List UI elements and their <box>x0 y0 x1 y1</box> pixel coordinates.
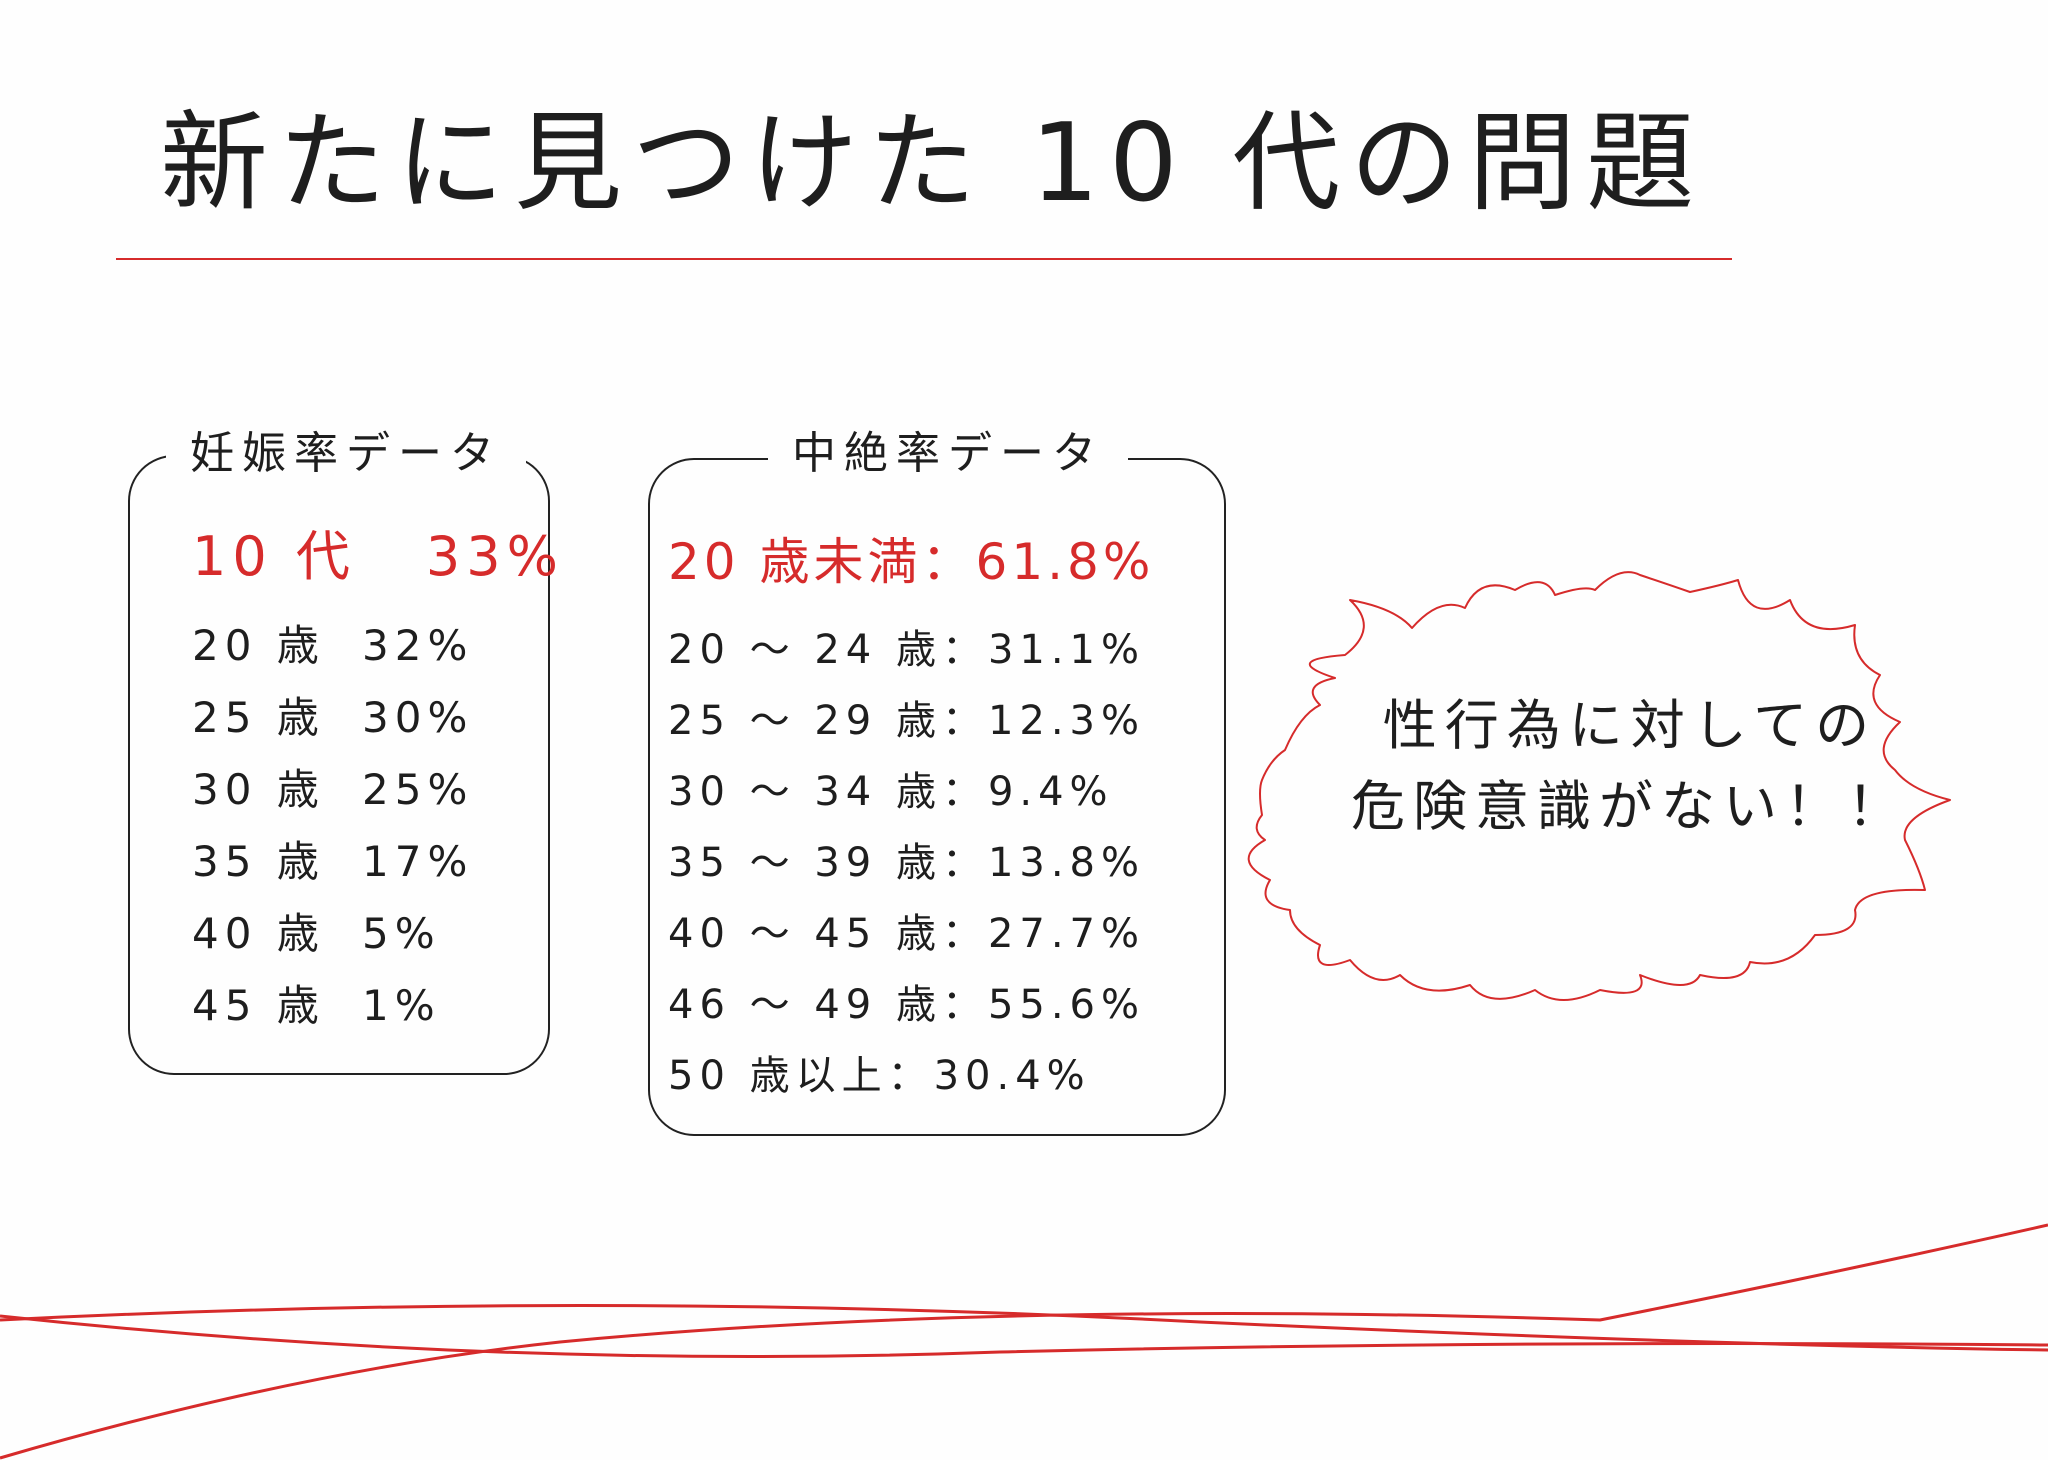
list-item: 20 歳 32% <box>192 625 473 667</box>
list-item: 40 歳 5% <box>192 913 473 955</box>
callout-line-1: 性行為に対しての <box>1382 694 1878 757</box>
pregnancy-rows: 20 歳 32% 25 歳 30% 30 歳 25% 35 歳 17% 40 歳 5% 4… <box>192 625 473 1027</box>
row-age: 20 歳 <box>192 621 325 670</box>
row-value: 25% <box>362 765 474 814</box>
callout-line-2: 危険意識がない！！ <box>1351 775 1909 838</box>
pregnancy-highlight-age: 10 代 <box>192 525 356 588</box>
abortion-highlight: 20 歳未満：61.8% <box>668 533 1155 591</box>
list-item: 40 ～ 45 歳：27.7% <box>668 911 1146 957</box>
list-item: 35 歳 17% <box>192 841 473 883</box>
list-item: 30 ～ 34 歳：9.4% <box>668 769 1114 815</box>
pregnancy-highlight: 10 代 33% <box>192 530 564 584</box>
page-title: 新たに見つけた 10 代の問題 <box>160 101 1705 226</box>
row-value: 32% <box>362 621 474 670</box>
row-age: 30 歳 <box>192 765 325 814</box>
list-item: 46 ～ 49 歳：55.6% <box>668 982 1146 1028</box>
list-item: 45 歳 1% <box>192 985 473 1027</box>
list-item: 25 ～ 29 歳：12.3% <box>668 698 1146 744</box>
abortion-data-label: 中絶率データ <box>768 432 1128 476</box>
row-value: 5% <box>362 909 441 958</box>
list-item: 50 歳以上：30.4% <box>668 1053 1091 1099</box>
list-item: 20 ～ 24 歳：31.1% <box>668 627 1146 673</box>
abortion-rows: 20 ～ 24 歳：31.1% 25 ～ 29 歳：12.3% 30 ～ 34 … <box>668 630 1145 1096</box>
pregnancy-highlight-value: 33% <box>425 525 564 588</box>
row-age: 45 歳 <box>192 981 325 1030</box>
row-value: 1% <box>362 981 441 1030</box>
callout-text: 性行為に対しての 危険意識がない！！ <box>1320 685 1940 847</box>
pregnancy-data-label: 妊娠率データ <box>166 432 526 476</box>
decorative-red-line <box>0 1314 2048 1358</box>
title-underline <box>116 258 1732 260</box>
list-item: 25 歳 30% <box>192 697 473 739</box>
decorative-red-line <box>0 1223 2048 1460</box>
list-item: 35 ～ 39 歳：13.8% <box>668 840 1146 886</box>
row-age: 35 歳 <box>192 837 325 886</box>
list-item: 30 歳 25% <box>192 769 473 811</box>
row-value: 30% <box>362 693 474 742</box>
row-value: 17% <box>362 837 474 886</box>
row-age: 40 歳 <box>192 909 325 958</box>
callout-burst-outline <box>1247 571 1951 1001</box>
row-age: 25 歳 <box>192 693 325 742</box>
